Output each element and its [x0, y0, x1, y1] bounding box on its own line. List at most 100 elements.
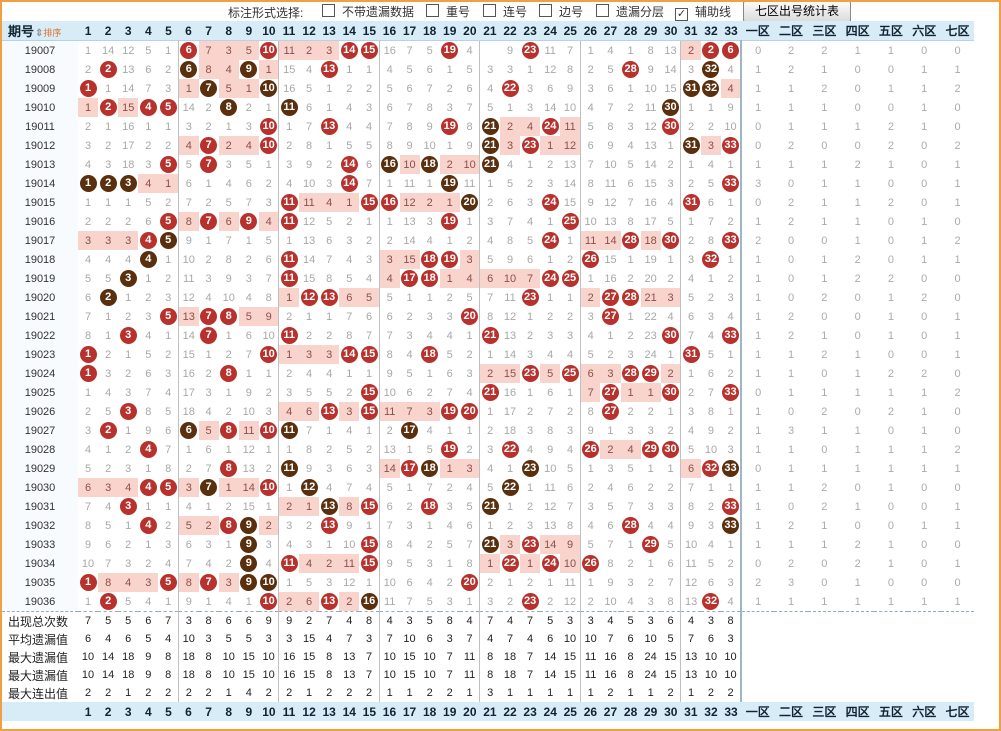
zone-count: 1 [787, 443, 795, 456]
number-cell: 1 [105, 443, 112, 456]
stat-zone-blank [907, 684, 941, 702]
number-cell: 1 [177, 440, 199, 459]
number-cell: 4 [366, 272, 373, 285]
number-cell: 1 [177, 79, 199, 98]
hit-ball: 14 [340, 175, 358, 192]
number-cell: 10 [242, 405, 255, 418]
checkbox-icon[interactable] [539, 4, 552, 17]
sort-toggle-icon[interactable]: ⇕ [35, 28, 44, 39]
zone-count: 1 [921, 443, 928, 456]
hit-ball: 28 [622, 365, 640, 382]
option-guide-line[interactable]: ✓ 辅助线 [675, 5, 732, 21]
number-cell: 11 [579, 231, 601, 250]
zone-stats-button[interactable]: 七区出号统计表 [743, 2, 851, 22]
stat-value: 6 [419, 630, 440, 648]
number-cell: 3 [118, 497, 138, 516]
issue-number: 19034 [2, 554, 78, 573]
number-cell: 8 [547, 424, 554, 437]
number-cell: 2 [319, 554, 340, 573]
issue-column-header[interactable]: 期号⇕排序 [2, 21, 78, 41]
number-cell: 2 [527, 405, 534, 418]
zone-count: 0 [821, 443, 828, 456]
number-cell: 2 [446, 82, 453, 95]
number-cell: 9 [406, 139, 413, 152]
number-cell: 10 [259, 421, 279, 440]
number-cell: 13 [378, 440, 400, 459]
hit-ball-repeat: 11 [280, 460, 298, 477]
number-cell: 2 [600, 440, 621, 459]
hit-ball: 24 [541, 232, 559, 249]
hit-ball-repeat: 9 [240, 536, 258, 553]
number-cell: 5 [667, 215, 674, 228]
option-no-miss-data[interactable]: 不带遗漏数据 [322, 3, 414, 19]
option-miss-layer[interactable]: 遗漏分层 [596, 3, 664, 19]
hit-ball: 26 [582, 441, 600, 458]
zone-count: 0 [887, 234, 894, 247]
number-cell: 1 [278, 573, 300, 592]
number-cell: 1 [105, 120, 112, 133]
number-cell: 30 [661, 383, 681, 402]
number-cell: 7 [378, 326, 400, 345]
number-cell: 2 [98, 60, 118, 79]
number-cell: 30 [661, 117, 681, 136]
number-cell: 5 [158, 573, 178, 592]
zone-count: 0 [854, 291, 861, 304]
number-cell: 14 [403, 234, 416, 247]
number-header: 13 [319, 21, 340, 41]
number-cell: 7 [707, 386, 715, 399]
number-cell: 2 [627, 101, 634, 114]
number-cell: 9 [466, 139, 473, 152]
number-cell: 23 [520, 535, 540, 554]
number-cell: 9 [239, 554, 259, 573]
sort-label[interactable]: 排序 [43, 28, 62, 38]
zone-count: 0 [787, 405, 795, 418]
number-cell: 7 [177, 554, 199, 573]
number-cell: 3 [499, 136, 521, 155]
stat-value: 2 [339, 684, 360, 702]
checkbox-icon[interactable] [596, 4, 609, 17]
stat-value: 7 [359, 648, 380, 666]
hit-ball: 28 [622, 61, 640, 78]
option-edge[interactable]: 边号 [539, 3, 583, 19]
number-cell: 1 [125, 291, 132, 304]
number-cell: 5 [540, 364, 561, 383]
number-cell: 4 [378, 60, 400, 79]
number-cell: 13 [604, 215, 617, 228]
number-cell: 14 [122, 82, 135, 95]
number-cell: 11 [544, 44, 556, 57]
stat-value: 5 [238, 630, 259, 648]
number-cell: 4 [466, 481, 473, 494]
number-cell: 32 [701, 592, 721, 612]
number-cell: 1 [346, 367, 353, 380]
hit-ball: 8 [220, 308, 238, 325]
hit-ball: 11 [280, 270, 298, 287]
number-cell: 10 [604, 158, 617, 171]
hit-ball: 11 [280, 555, 298, 572]
option-repeat[interactable]: 重号 [426, 3, 470, 19]
number-header: 17 [399, 21, 420, 41]
number-cell: 2 [105, 139, 112, 152]
stat-value: 4 [238, 684, 259, 702]
zone-count: 1 [854, 443, 861, 456]
issue-number: 19018 [2, 250, 78, 269]
option-consecutive[interactable]: 连号 [483, 3, 527, 19]
number-cell: 1 [579, 40, 601, 60]
number-cell: 1 [547, 215, 554, 228]
number-cell: 8 [566, 519, 574, 532]
checkbox-icon[interactable] [322, 4, 335, 17]
checkbox-checked-icon[interactable]: ✓ [675, 8, 688, 21]
number-cell: 2 [426, 538, 433, 551]
zone-count: 0 [921, 177, 928, 190]
stat-value: 2 [177, 684, 199, 702]
checkbox-icon[interactable] [483, 4, 496, 17]
number-cell: 3 [627, 576, 634, 589]
stat-value: 7 [520, 666, 541, 684]
number-cell: 7 [579, 383, 601, 402]
zone-count: 3 [740, 174, 775, 193]
checkbox-icon[interactable] [426, 4, 439, 17]
number-cell: 15 [563, 196, 577, 209]
number-cell: 21 [640, 288, 661, 307]
stat-value: 7 [359, 666, 380, 684]
stat-value: 4 [339, 611, 360, 630]
stat-value: 3 [579, 611, 601, 630]
